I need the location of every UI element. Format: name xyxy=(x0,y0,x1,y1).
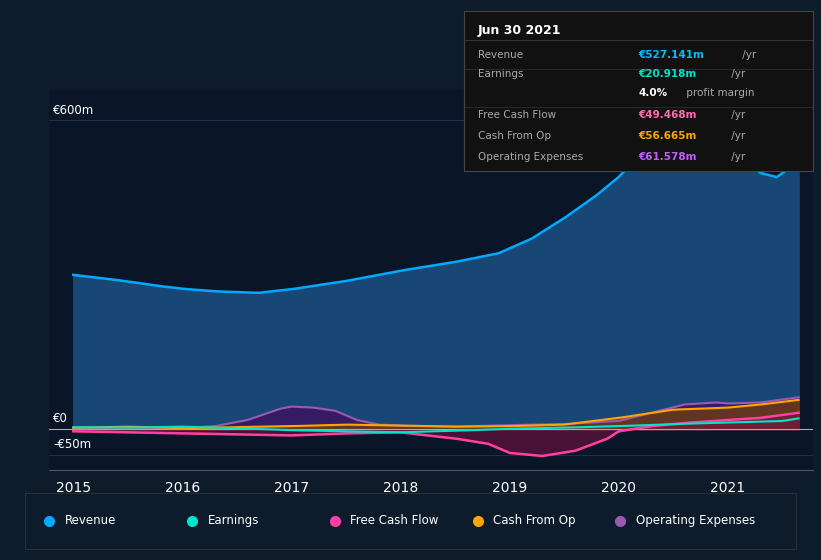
Text: profit margin: profit margin xyxy=(683,88,754,98)
Text: Free Cash Flow: Free Cash Flow xyxy=(351,514,438,528)
Text: /yr: /yr xyxy=(727,152,745,162)
Text: Earnings: Earnings xyxy=(478,69,523,78)
Text: Free Cash Flow: Free Cash Flow xyxy=(478,110,556,120)
Text: /yr: /yr xyxy=(727,69,745,78)
Text: €49.468m: €49.468m xyxy=(639,110,697,120)
Text: €61.578m: €61.578m xyxy=(639,152,697,162)
Text: -€50m: -€50m xyxy=(53,438,91,451)
Text: €600m: €600m xyxy=(53,104,94,116)
Text: 4.0%: 4.0% xyxy=(639,88,667,98)
Text: €527.141m: €527.141m xyxy=(639,49,704,59)
Text: Jun 30 2021: Jun 30 2021 xyxy=(478,24,562,37)
Text: /yr: /yr xyxy=(727,110,745,120)
Text: Cash From Op: Cash From Op xyxy=(493,514,576,528)
Text: /yr: /yr xyxy=(727,131,745,141)
Point xyxy=(792,153,805,162)
Text: /yr: /yr xyxy=(739,49,756,59)
Text: Operating Expenses: Operating Expenses xyxy=(478,152,583,162)
Text: €0: €0 xyxy=(53,412,68,426)
Text: Cash From Op: Cash From Op xyxy=(478,131,551,141)
Text: Earnings: Earnings xyxy=(208,514,259,528)
Text: Revenue: Revenue xyxy=(478,49,523,59)
Text: Revenue: Revenue xyxy=(65,514,116,528)
Text: €20.918m: €20.918m xyxy=(639,69,696,78)
Text: €56.665m: €56.665m xyxy=(639,131,697,141)
Text: Operating Expenses: Operating Expenses xyxy=(635,514,755,528)
